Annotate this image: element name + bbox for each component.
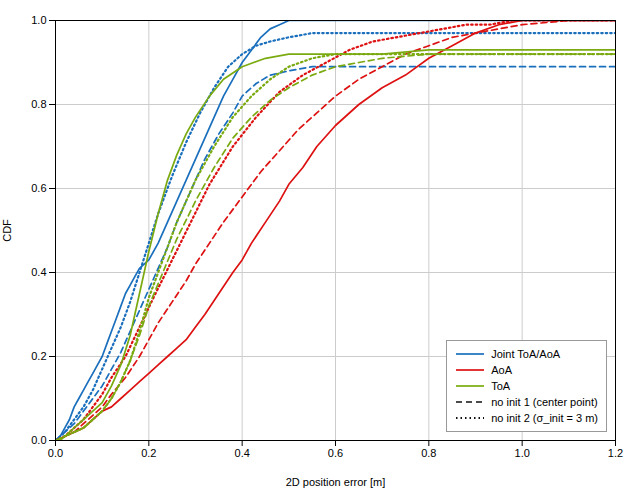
svg-text:0.8: 0.8: [31, 98, 46, 110]
svg-text:0.6: 0.6: [31, 182, 46, 194]
html-text:ToA: ToA: [491, 380, 511, 392]
svg-text:CDF: CDF: [1, 219, 13, 242]
svg-text:0.4: 0.4: [31, 266, 46, 278]
html-text:no init 2 (σ_init = 3 m): no init 2 (σ_init = 3 m): [491, 412, 598, 424]
svg-text:0.2: 0.2: [141, 447, 156, 459]
svg-text:0.0: 0.0: [31, 434, 46, 446]
html-text:Joint ToA/AoA: Joint ToA/AoA: [491, 348, 561, 360]
html-text:no init 1 (center point): no init 1 (center point): [491, 396, 598, 408]
svg-text:0.4: 0.4: [235, 447, 250, 459]
svg-text:1.0: 1.0: [515, 447, 530, 459]
svg-text:0.0: 0.0: [48, 447, 63, 459]
svg-text:1.2: 1.2: [608, 447, 623, 459]
svg-text:0.2: 0.2: [31, 350, 46, 362]
html-text:AoA: AoA: [491, 364, 512, 376]
svg-text:2D position error [m]: 2D position error [m]: [286, 476, 386, 488]
svg-text:0.8: 0.8: [421, 447, 436, 459]
svg-text:1.0: 1.0: [31, 14, 46, 26]
svg-text:0.6: 0.6: [328, 447, 343, 459]
